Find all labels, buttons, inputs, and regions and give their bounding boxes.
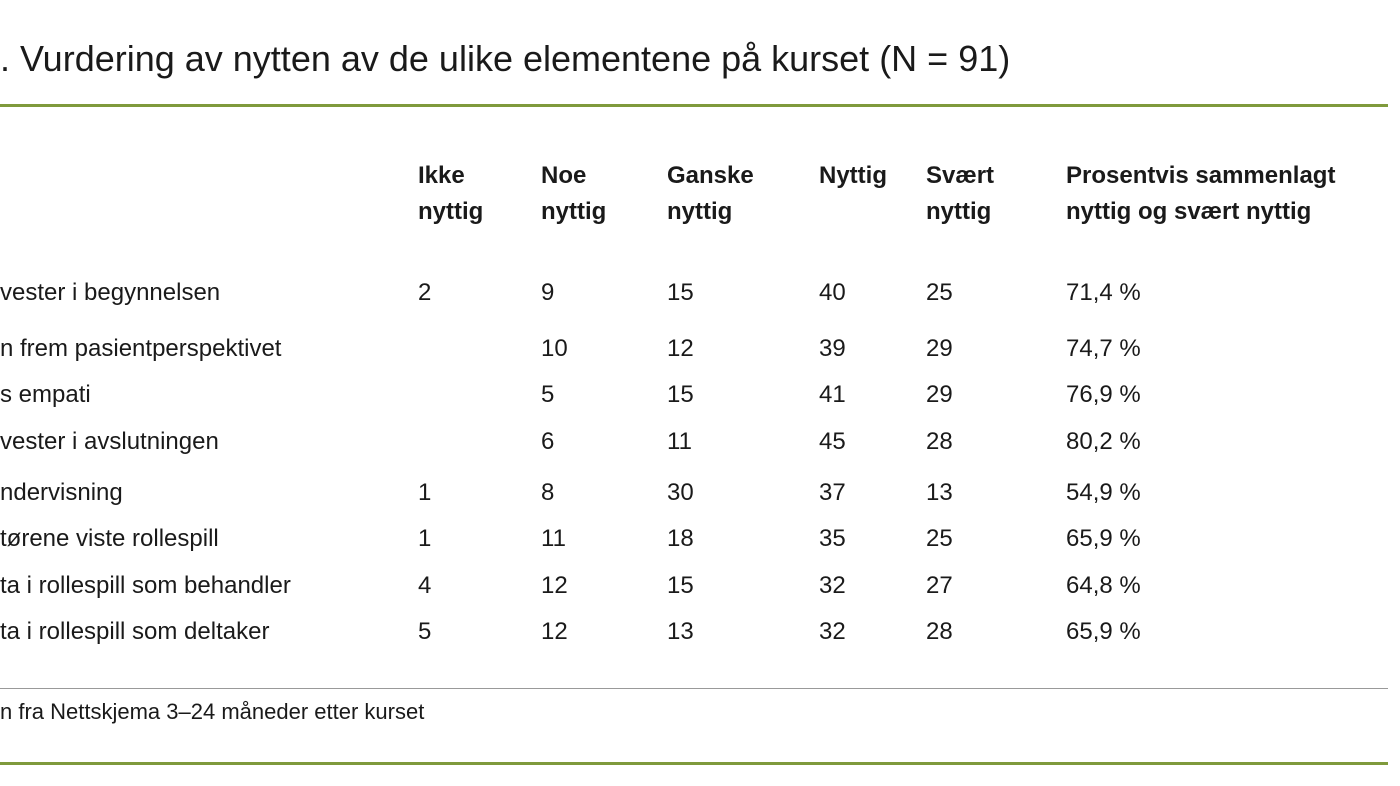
green-rule xyxy=(0,104,1388,107)
cell: 54,9 % xyxy=(1066,479,1141,506)
footer: n fra Nettskjema 3–24 måneder etter kurs… xyxy=(0,699,425,724)
cell: 29 xyxy=(926,335,953,362)
cell: 2 xyxy=(418,279,432,306)
cell: 5 xyxy=(541,381,555,408)
cell: 12 xyxy=(667,335,694,362)
cell: 32 xyxy=(819,618,846,645)
cell: 4 xyxy=(418,572,432,599)
cell: 13 xyxy=(926,479,953,506)
cell: 40 xyxy=(819,279,846,306)
column-header: Ikke xyxy=(418,162,465,189)
cell: 28 xyxy=(926,428,953,455)
cell: 11 xyxy=(541,525,566,552)
cell: 12 xyxy=(541,618,568,645)
cell: 15 xyxy=(667,279,694,306)
row-label: s empati xyxy=(0,381,91,408)
cell: 5 xyxy=(418,618,432,645)
cell: 80,2 % xyxy=(1066,428,1141,455)
cell: 35 xyxy=(819,525,846,552)
column-header: Prosentvis sammenlagt xyxy=(1066,162,1336,189)
row-label: ta i rollespill som deltaker xyxy=(0,618,270,645)
cell: 15 xyxy=(667,572,694,599)
cell: 13 xyxy=(667,618,694,645)
cell: 8 xyxy=(541,479,555,506)
column-header: nyttig og svært nyttig xyxy=(1066,198,1312,225)
cell: 64,8 % xyxy=(1066,572,1141,599)
cell: 39 xyxy=(819,335,846,362)
cell: 9 xyxy=(541,279,555,306)
title: . Vurdering av nytten av de ulike elemen… xyxy=(0,38,1011,79)
cell: 76,9 % xyxy=(1066,381,1141,408)
column-header: nyttig xyxy=(926,198,992,225)
row-label: tørene viste rollespill xyxy=(0,525,219,552)
cell: 27 xyxy=(926,572,953,599)
column-header: Ganske xyxy=(667,162,754,189)
gray-rule xyxy=(0,688,1388,689)
cell: 45 xyxy=(819,428,846,455)
cell: 15 xyxy=(667,381,694,408)
cell: 18 xyxy=(667,525,694,552)
cell: 29 xyxy=(926,381,953,408)
cell: 25 xyxy=(926,525,953,552)
column-header: Nyttig xyxy=(819,162,887,189)
cell: 11 xyxy=(667,428,692,455)
column-header: nyttig xyxy=(667,198,733,225)
cell: 65,9 % xyxy=(1066,618,1141,645)
cell: 41 xyxy=(819,381,846,408)
cell: 28 xyxy=(926,618,953,645)
cell: 30 xyxy=(667,479,694,506)
cell: 37 xyxy=(819,479,846,506)
cell: 65,9 % xyxy=(1066,525,1141,552)
cell: 12 xyxy=(541,572,568,599)
row-label: vester i avslutningen xyxy=(0,428,219,455)
cell: 6 xyxy=(541,428,555,455)
column-header: Svært xyxy=(926,162,995,189)
row-label: ndervisning xyxy=(0,479,123,506)
cell: 25 xyxy=(926,279,953,306)
cell: 1 xyxy=(418,525,432,552)
column-header: nyttig xyxy=(541,198,607,225)
green-rule xyxy=(0,762,1388,765)
cell: 1 xyxy=(418,479,432,506)
cell: 74,7 % xyxy=(1066,335,1141,362)
column-header: Noe xyxy=(541,162,587,189)
cell: 10 xyxy=(541,335,568,362)
cell: 32 xyxy=(819,572,846,599)
row-label: vester i begynnelsen xyxy=(0,279,221,306)
row-label: n frem pasientperspektivet xyxy=(0,335,282,362)
column-header: nyttig xyxy=(418,198,484,225)
cell: 71,4 % xyxy=(1066,279,1141,306)
row-label: ta i rollespill som behandler xyxy=(0,572,291,599)
